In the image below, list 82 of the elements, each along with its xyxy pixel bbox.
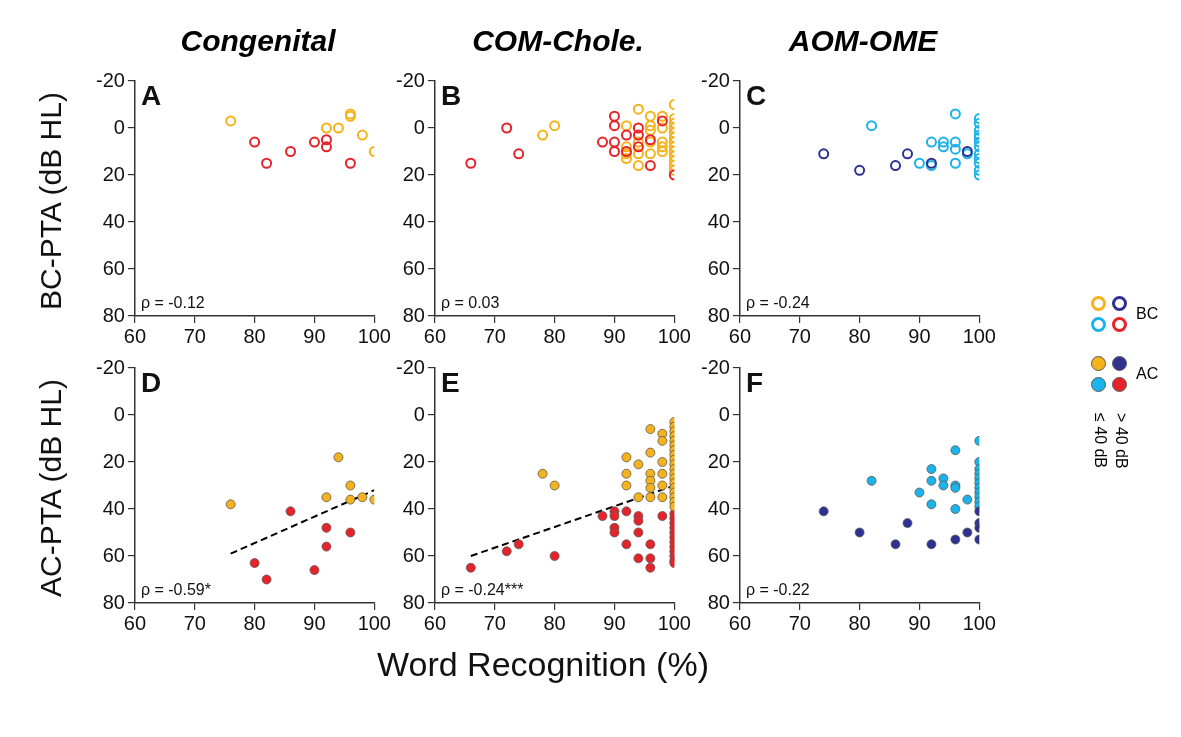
- y-tick-label: 40: [707, 209, 730, 232]
- y-tick-label: 80: [402, 303, 425, 326]
- y-tick-label: 40: [707, 496, 730, 519]
- y-tick-label: 60: [707, 543, 730, 566]
- annotation: ρ = -0.24***: [440, 581, 524, 599]
- y-tick-label: 0: [718, 402, 730, 425]
- text: > 40 dB: [1112, 413, 1130, 469]
- y-tick-label: 40: [402, 209, 425, 232]
- annotation: E: [440, 366, 460, 398]
- x-tick-label: 70: [483, 611, 506, 634]
- y-tick-label: 40: [402, 496, 425, 519]
- annotation: ρ = 0.03: [440, 294, 500, 312]
- y-tick-label: 80: [402, 590, 425, 613]
- annotation: C: [745, 79, 767, 111]
- chart-title: Congenital: [179, 23, 337, 59]
- y-tick-label: 80: [102, 590, 125, 613]
- text: ≤ 40 dB: [1091, 413, 1109, 469]
- annotation: A: [140, 79, 162, 111]
- x-tick-label: 100: [357, 324, 391, 347]
- annotation: B: [440, 79, 462, 111]
- annotation: ρ = -0.22: [745, 581, 810, 599]
- annotation: ρ = -0.59*: [140, 581, 211, 599]
- text: AC: [1136, 365, 1159, 383]
- y-tick-label: -20: [701, 68, 730, 91]
- annotation: ρ = -0.12: [140, 294, 205, 312]
- x-tick-label: 70: [183, 611, 206, 634]
- x-tick-label: 70: [183, 324, 206, 347]
- x-tick-label: 80: [243, 611, 266, 634]
- x-tick-label: 80: [543, 611, 566, 634]
- x-tick-label: 100: [657, 324, 691, 347]
- chart-title: AOM-OME: [787, 23, 939, 59]
- text: BC: [1136, 305, 1159, 323]
- x-tick-label: 80: [543, 324, 566, 347]
- chart-title: COM-Chole.: [471, 23, 645, 59]
- y-tick-label: -20: [396, 68, 425, 91]
- y-tick-label: 80: [707, 590, 730, 613]
- y-tick-label: 0: [113, 402, 125, 425]
- y-tick-label: 0: [413, 115, 425, 138]
- y-tick-label: -20: [96, 68, 125, 91]
- y-tick-label: 40: [102, 209, 125, 232]
- y-tick-label: -20: [96, 355, 125, 378]
- y-tick-label: 60: [402, 543, 425, 566]
- x-tick-label: 90: [603, 611, 626, 634]
- x-tick-label: 90: [908, 324, 931, 347]
- y-axis-title: AC-PTA (dB HL): [34, 379, 68, 597]
- annotation: ρ = -0.24: [745, 294, 810, 312]
- y-tick-label: 20: [102, 162, 125, 185]
- y-tick-label: 0: [413, 402, 425, 425]
- y-tick-label: 60: [402, 256, 425, 279]
- y-tick-label: 20: [102, 449, 125, 472]
- annotation: F: [745, 366, 764, 398]
- x-tick-label: 70: [788, 324, 811, 347]
- x-tick-label: 90: [303, 611, 326, 634]
- y-axis-title: BC-PTA (dB HL): [34, 92, 68, 310]
- x-tick-label: 80: [848, 611, 871, 634]
- x-axis-title: Word Recognition (%): [377, 645, 709, 684]
- y-tick-label: 60: [707, 256, 730, 279]
- y-tick-label: 0: [718, 115, 730, 138]
- y-tick-label: 60: [102, 543, 125, 566]
- x-tick-label: 100: [657, 611, 691, 634]
- y-tick-label: 0: [113, 115, 125, 138]
- y-tick-label: 60: [102, 256, 125, 279]
- y-tick-label: 40: [102, 496, 125, 519]
- y-tick-label: 80: [707, 303, 730, 326]
- x-tick-label: 100: [962, 324, 996, 347]
- x-tick-label: 80: [848, 324, 871, 347]
- y-tick-label: -20: [701, 355, 730, 378]
- x-tick-label: 100: [962, 611, 996, 634]
- x-tick-label: 70: [788, 611, 811, 634]
- y-tick-label: 20: [707, 449, 730, 472]
- y-tick-label: 80: [102, 303, 125, 326]
- x-tick-label: 90: [603, 324, 626, 347]
- x-tick-label: 100: [357, 611, 391, 634]
- annotation: D: [140, 366, 162, 398]
- y-tick-label: 20: [402, 449, 425, 472]
- y-tick-label: 20: [707, 162, 730, 185]
- y-tick-label: 20: [402, 162, 425, 185]
- x-tick-label: 90: [908, 611, 931, 634]
- x-tick-label: 90: [303, 324, 326, 347]
- x-tick-label: 80: [243, 324, 266, 347]
- y-tick-label: -20: [396, 355, 425, 378]
- x-tick-label: 70: [483, 324, 506, 347]
